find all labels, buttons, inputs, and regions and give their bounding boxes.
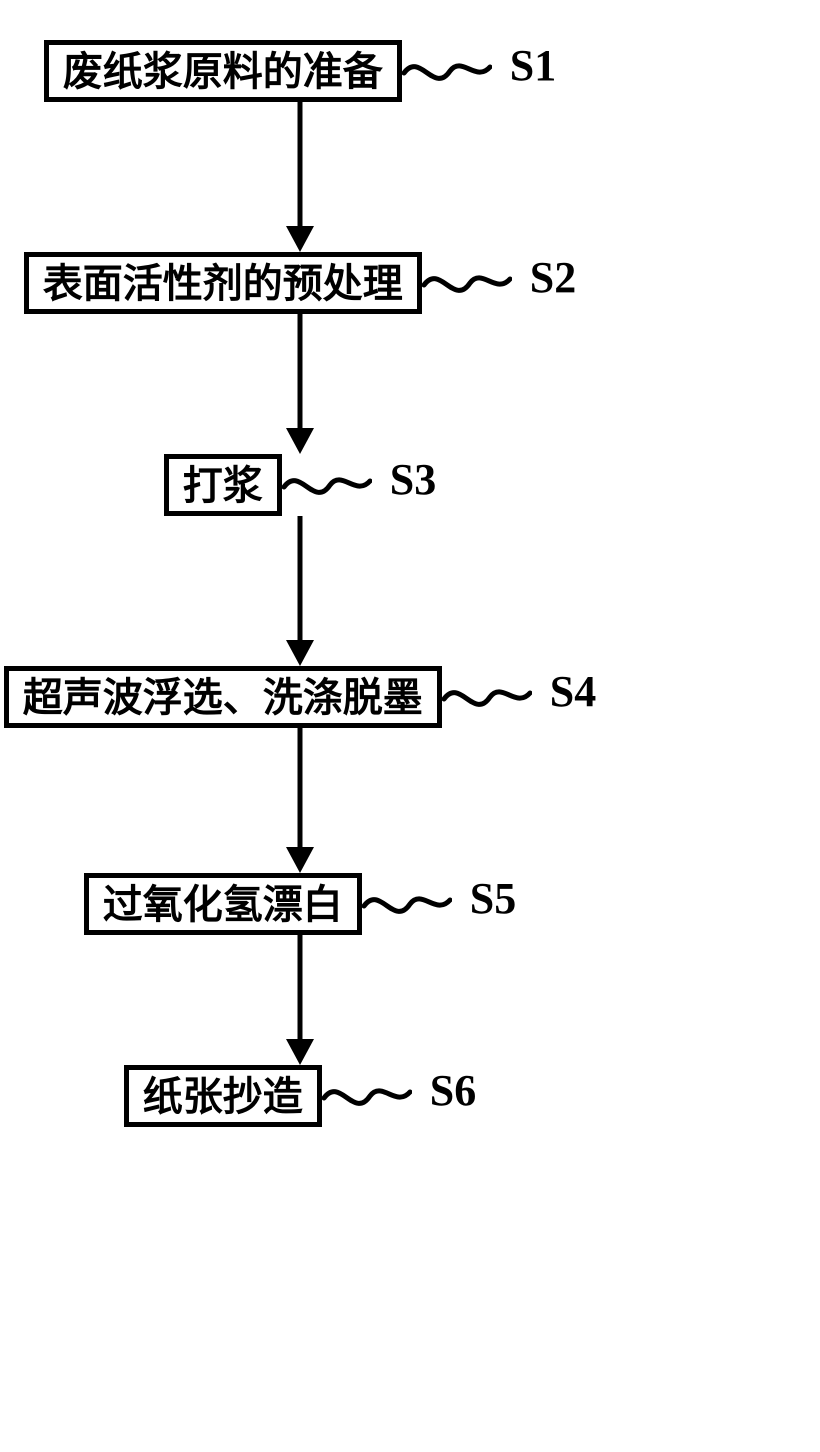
flow-arrow-wrap	[50, 516, 550, 666]
flow-arrow	[280, 314, 320, 454]
flow-node-label: S1	[510, 40, 556, 91]
flow-node-box: 打浆	[164, 454, 282, 516]
flow-node-row: 打浆 S3	[50, 454, 550, 516]
connector-squiggle	[282, 467, 372, 503]
flow-node-label: S3	[390, 454, 436, 505]
flow-node-label: S6	[430, 1065, 476, 1116]
connector-squiggle	[402, 53, 492, 89]
flow-node-box: 表面活性剂的预处理	[24, 252, 422, 314]
flow-arrow	[280, 102, 320, 252]
node-label-connector	[282, 467, 372, 503]
flow-arrow	[280, 935, 320, 1065]
node-label-connector	[422, 265, 512, 301]
flow-arrow-wrap	[50, 102, 550, 252]
flow-node-box: 废纸浆原料的准备	[44, 40, 402, 102]
flow-arrow-wrap	[50, 728, 550, 873]
flow-arrow	[280, 516, 320, 666]
flow-node-label: S4	[550, 666, 596, 717]
flow-node-box: 纸张抄造	[124, 1065, 322, 1127]
node-label-connector	[442, 679, 532, 715]
flow-arrow	[280, 728, 320, 873]
connector-squiggle	[442, 679, 532, 715]
flow-node-row: 表面活性剂的预处理S2	[50, 252, 550, 314]
flow-node-label: S5	[470, 873, 516, 924]
flow-node-row: 过氧化氢漂白 S5	[50, 873, 550, 935]
connector-squiggle	[422, 265, 512, 301]
flow-node-row: 废纸浆原料的准备S1	[50, 40, 550, 102]
node-label-connector	[322, 1078, 412, 1114]
node-label-connector	[362, 886, 452, 922]
flow-node-row: 超声波浮选、洗涤脱墨S4	[50, 666, 550, 728]
flow-arrow-wrap	[50, 314, 550, 454]
connector-squiggle	[322, 1078, 412, 1114]
flow-node-box: 超声波浮选、洗涤脱墨	[4, 666, 442, 728]
flow-node-box: 过氧化氢漂白	[84, 873, 362, 935]
flowchart-container: 废纸浆原料的准备S1 表面活性剂的预处理S2 打浆 S3 超声波浮选、洗涤脱墨S4 过氧化…	[50, 40, 550, 1127]
flow-arrow-wrap	[50, 935, 550, 1065]
flow-node-row: 纸张抄造 S6	[50, 1065, 550, 1127]
flow-node-label: S2	[530, 252, 576, 303]
connector-squiggle	[362, 886, 452, 922]
node-label-connector	[402, 53, 492, 89]
